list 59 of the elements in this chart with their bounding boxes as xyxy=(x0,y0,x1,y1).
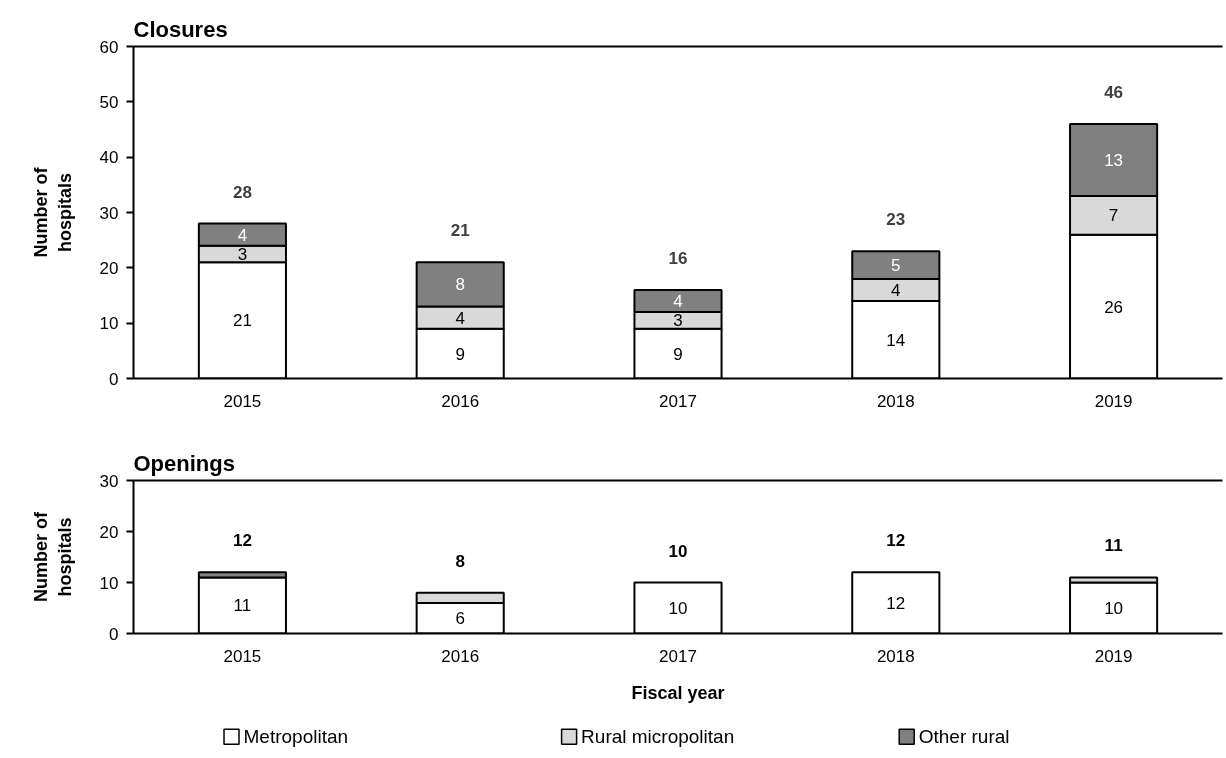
y-tick-label: 30 xyxy=(99,471,119,491)
y-tick-label: 40 xyxy=(99,148,119,168)
data-label: 9 xyxy=(455,344,465,364)
legend-label: Metropolitan xyxy=(243,726,349,748)
total-label: 21 xyxy=(450,221,470,241)
data-label: 4 xyxy=(673,292,683,312)
data-label: 26 xyxy=(1104,297,1124,317)
x-tick-label: 2016 xyxy=(441,646,480,666)
y-tick-label: 20 xyxy=(99,258,119,278)
total-label: 11 xyxy=(1104,536,1123,556)
data-label: 10 xyxy=(1104,599,1124,618)
data-label: 4 xyxy=(455,308,465,328)
x-tick-label: 2018 xyxy=(876,646,915,666)
legend-label: Rural micropolitan xyxy=(581,726,735,748)
y-tick-label: 0 xyxy=(109,369,119,389)
chart-title: Closures xyxy=(133,16,228,42)
data-label: 4 xyxy=(237,225,248,245)
data-label: 12 xyxy=(886,593,906,613)
chart-title: Openings xyxy=(133,450,235,476)
data-label: 4 xyxy=(891,280,901,300)
x-tick-label: 2019 xyxy=(1094,391,1133,411)
data-label: 11 xyxy=(233,596,252,616)
x-tick-label: 2016 xyxy=(441,391,480,411)
y-tick-label: 30 xyxy=(99,203,119,223)
total-label: 10 xyxy=(668,541,688,561)
data-label: 21 xyxy=(232,311,252,331)
legend-label: Other rural xyxy=(918,726,1010,748)
data-label: 10 xyxy=(668,599,688,618)
total-label: 46 xyxy=(1104,82,1124,102)
total-label: 12 xyxy=(232,531,252,551)
x-tick-label: 2015 xyxy=(223,391,262,411)
data-label: 6 xyxy=(455,609,465,629)
x-tick-label: 2019 xyxy=(1094,646,1133,666)
y-axis-title: Number of hospitals xyxy=(30,166,75,258)
x-tick-label: 2017 xyxy=(659,391,697,411)
y-tick-label: 50 xyxy=(99,92,119,112)
data-label: 8 xyxy=(455,275,465,295)
x-tick-label: 2015 xyxy=(223,646,262,666)
total-label: 23 xyxy=(886,210,906,230)
total-label: 8 xyxy=(455,551,465,571)
data-label: 13 xyxy=(1104,150,1124,170)
data-label: 9 xyxy=(673,344,683,364)
total-label: 12 xyxy=(886,531,906,551)
y-tick-label: 10 xyxy=(99,573,119,593)
y-tick-label: 60 xyxy=(99,37,119,57)
y-axis-title: Number of hospitals xyxy=(30,510,75,602)
data-label: 7 xyxy=(1108,206,1119,226)
x-tick-label: 2017 xyxy=(659,646,697,666)
y-tick-label: 0 xyxy=(109,624,119,644)
x-axis-title: Fiscal year xyxy=(631,682,725,703)
x-tick-label: 2018 xyxy=(876,391,915,411)
y-tick-label: 10 xyxy=(99,314,119,334)
data-label: 14 xyxy=(886,330,906,350)
y-tick-label: 20 xyxy=(99,522,119,542)
total-label: 16 xyxy=(668,248,688,268)
data-label: 3 xyxy=(237,245,248,264)
data-label: 5 xyxy=(891,256,901,276)
total-label: 28 xyxy=(232,182,252,202)
data-label: 3 xyxy=(673,311,683,331)
